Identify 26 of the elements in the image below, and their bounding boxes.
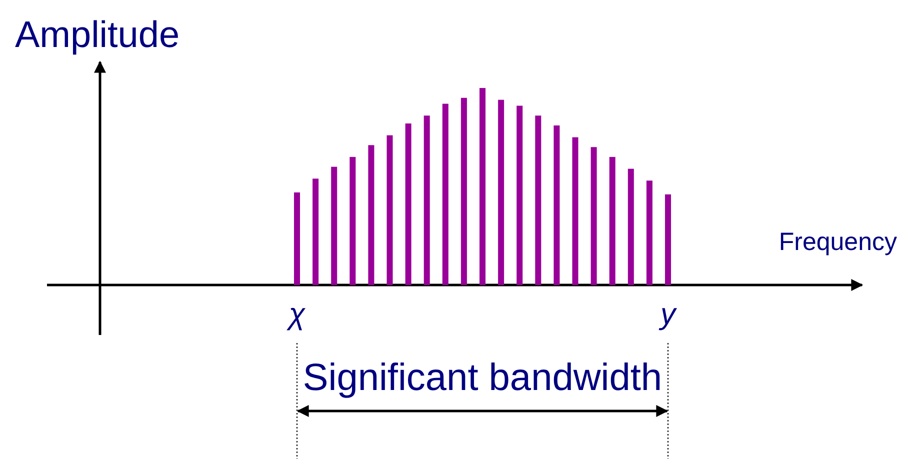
bar bbox=[294, 192, 300, 285]
bar bbox=[572, 137, 578, 285]
bar bbox=[665, 194, 671, 285]
x-tick-label: χ bbox=[286, 298, 306, 331]
bar bbox=[516, 106, 523, 285]
bar bbox=[460, 98, 467, 285]
bar bbox=[386, 135, 393, 285]
bar bbox=[590, 147, 597, 285]
bar bbox=[368, 145, 374, 285]
bar bbox=[331, 166, 338, 285]
bar bbox=[554, 125, 560, 285]
y-axis-title: Amplitude bbox=[15, 14, 180, 55]
bar bbox=[609, 156, 616, 285]
bar bbox=[405, 123, 412, 285]
bar bbox=[480, 88, 486, 285]
bar bbox=[535, 116, 542, 285]
bar bbox=[424, 116, 430, 285]
text: Significant bandwidth bbox=[302, 357, 662, 399]
bar bbox=[498, 100, 504, 285]
x-axis-title: Frequency bbox=[778, 228, 898, 256]
bar bbox=[442, 104, 448, 285]
bar bbox=[628, 168, 634, 285]
bar bbox=[350, 156, 356, 285]
bar bbox=[646, 180, 652, 285]
x-tick-label: y bbox=[658, 298, 678, 331]
bar bbox=[312, 178, 319, 285]
